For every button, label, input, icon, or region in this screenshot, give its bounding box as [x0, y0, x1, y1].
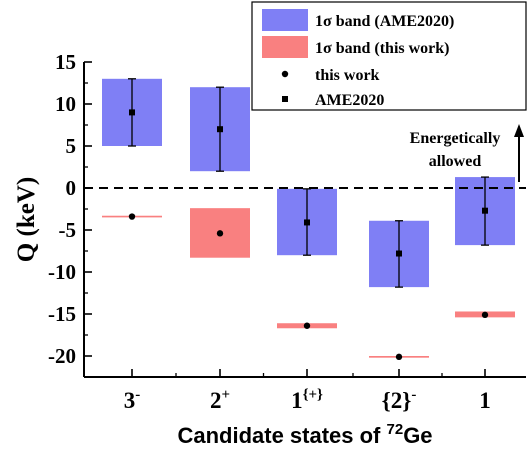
legend-swatch-band	[262, 9, 308, 31]
this-work-point	[481, 311, 489, 319]
ame2020-point	[129, 109, 135, 116]
legend-label: this work	[315, 67, 380, 84]
ame2020-point	[217, 126, 223, 133]
legend-swatch-band	[262, 36, 308, 58]
annotation-arrow-head	[514, 124, 524, 137]
x-tick-label: 2+	[210, 387, 230, 413]
ame2020-point	[482, 207, 488, 214]
y-tick-label: 0	[66, 176, 77, 200]
y-tick-label: 10	[55, 92, 76, 116]
ame2020-point	[304, 219, 310, 226]
legend-label: AME2020	[315, 92, 384, 109]
y-tick-label: 15	[55, 50, 76, 74]
legend-swatch-dot	[281, 70, 289, 78]
legend-label: 1σ band (AME2020)	[315, 13, 454, 30]
x-tick-label: 1{+}	[291, 387, 323, 413]
x-axis-title: Candidate states of 72Ge	[177, 421, 432, 448]
x-tick-label: {2}-	[382, 387, 417, 413]
this-work-point	[303, 322, 311, 329]
legend-label: 1σ band (this work)	[315, 40, 450, 57]
y-tick-label: -5	[59, 218, 77, 242]
annotation-line-2: allowed	[429, 153, 482, 170]
y-tick-label: -20	[48, 344, 76, 368]
y-axis-title: Q (keV)	[13, 177, 40, 262]
this-work-point	[128, 213, 136, 220]
y-tick-label: 5	[66, 134, 77, 158]
x-tick-label: 1	[479, 388, 491, 413]
ame2020-point	[396, 250, 402, 257]
y-tick-label: -15	[48, 302, 76, 326]
annotation-line-1: Energetically	[410, 130, 501, 147]
legend-swatch-square	[282, 96, 288, 102]
this-work-point	[216, 230, 224, 237]
this-work-point	[395, 353, 403, 361]
y-tick-label: -10	[48, 260, 76, 284]
x-tick-label: 3-	[124, 387, 141, 413]
